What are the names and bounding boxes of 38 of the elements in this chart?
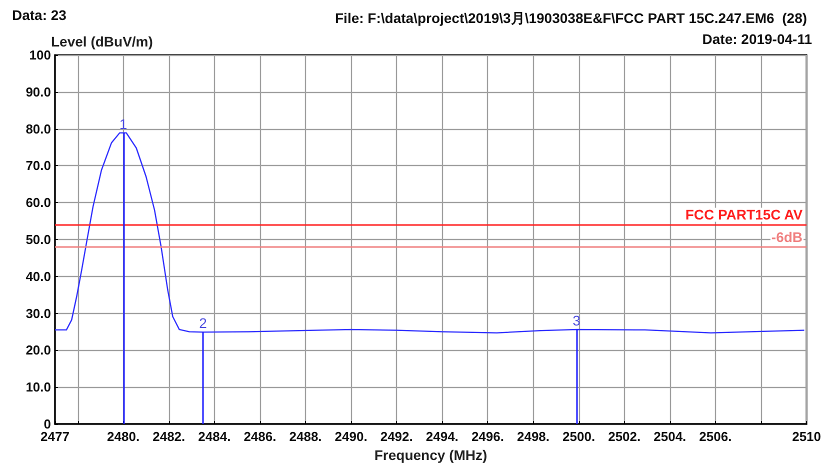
line-series xyxy=(54,132,805,334)
chart-title: File: F:\data\project\2019\3月\1903038E&F\FCC PART 15C.247.EM6 (28) xyxy=(335,10,808,26)
x-tick-label: 2496. xyxy=(471,429,504,444)
y-tick-label: 40.0 xyxy=(26,268,51,284)
y-tick-label: 0 xyxy=(44,416,51,432)
x-tick-label: 2500. xyxy=(562,429,596,444)
x-tick-label: 2502. xyxy=(608,429,641,444)
y-tick-label: 20.0 xyxy=(26,342,51,358)
y-tick-label: 10.0 xyxy=(26,380,51,395)
text: Data: 23 xyxy=(12,7,67,23)
annotation: 2 xyxy=(199,315,208,332)
y-tick-label: 60.0 xyxy=(26,195,51,210)
text: Date: 2019-04-11 xyxy=(702,31,812,47)
x-tick-label: 2484. xyxy=(198,429,231,444)
y-tick-label: 80.0 xyxy=(26,121,51,136)
ref-line-label: -6dB xyxy=(771,228,803,245)
y-tick-label: 90.0 xyxy=(26,84,51,100)
x-tick-label: 2492. xyxy=(380,429,413,444)
x-tick-label: 2477 xyxy=(40,429,70,444)
y-tick-label: 50.0 xyxy=(26,232,51,247)
x-tick-label: 2490. xyxy=(334,429,368,444)
x-tick-label: 2498. xyxy=(516,429,550,444)
y-tick-label: 70.0 xyxy=(26,158,51,174)
x-axis-title: Frequency (MHz) xyxy=(374,446,488,463)
ref-line-label: FCC PART15C AV xyxy=(685,206,804,223)
y-axis-title: Level (dBuV/m) xyxy=(51,34,153,50)
annotation: 3 xyxy=(572,312,581,329)
x-tick-label: 2506. xyxy=(699,429,732,444)
x-tick-label: 2488. xyxy=(289,429,322,444)
x-tick-label: 2494. xyxy=(426,429,458,444)
annotation: 1 xyxy=(119,116,128,132)
y-tick-label: 30.0 xyxy=(26,306,51,321)
x-tick-label: 2480. xyxy=(107,429,140,444)
x-tick-label: 2482. xyxy=(152,429,186,444)
x-tick-label: 2486. xyxy=(244,429,276,444)
x-tick-label: 2510 xyxy=(792,429,821,444)
x-tick-label: 2504. xyxy=(654,429,686,444)
y-tick-label: 100 xyxy=(29,48,51,62)
